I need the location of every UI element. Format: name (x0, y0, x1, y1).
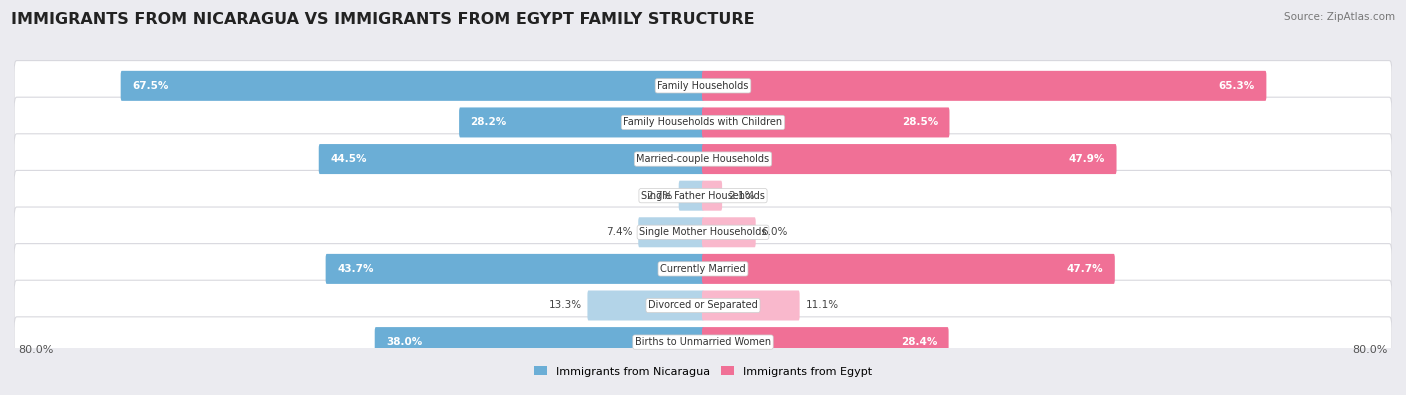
Text: 38.0%: 38.0% (387, 337, 422, 347)
Text: Source: ZipAtlas.com: Source: ZipAtlas.com (1284, 12, 1395, 22)
Legend: Immigrants from Nicaragua, Immigrants from Egypt: Immigrants from Nicaragua, Immigrants fr… (529, 362, 877, 381)
Text: 44.5%: 44.5% (330, 154, 367, 164)
Text: 47.9%: 47.9% (1069, 154, 1105, 164)
FancyBboxPatch shape (702, 217, 755, 247)
FancyBboxPatch shape (14, 170, 1392, 221)
FancyBboxPatch shape (702, 327, 949, 357)
FancyBboxPatch shape (702, 290, 800, 320)
Text: 7.4%: 7.4% (606, 227, 633, 237)
Text: 13.3%: 13.3% (548, 301, 582, 310)
Text: 28.2%: 28.2% (471, 117, 506, 128)
FancyBboxPatch shape (375, 327, 704, 357)
FancyBboxPatch shape (638, 217, 704, 247)
FancyBboxPatch shape (319, 144, 704, 174)
Text: Single Mother Households: Single Mother Households (640, 227, 766, 237)
FancyBboxPatch shape (14, 317, 1392, 367)
FancyBboxPatch shape (460, 107, 704, 137)
FancyBboxPatch shape (702, 181, 723, 211)
FancyBboxPatch shape (702, 254, 1115, 284)
Text: Married-couple Households: Married-couple Households (637, 154, 769, 164)
Text: 28.5%: 28.5% (901, 117, 938, 128)
Text: Births to Unmarried Women: Births to Unmarried Women (636, 337, 770, 347)
Text: 28.4%: 28.4% (901, 337, 938, 347)
FancyBboxPatch shape (14, 60, 1392, 111)
Text: 47.7%: 47.7% (1067, 264, 1104, 274)
Text: 6.0%: 6.0% (762, 227, 787, 237)
Text: Family Households with Children: Family Households with Children (623, 117, 783, 128)
FancyBboxPatch shape (14, 207, 1392, 258)
Text: IMMIGRANTS FROM NICARAGUA VS IMMIGRANTS FROM EGYPT FAMILY STRUCTURE: IMMIGRANTS FROM NICARAGUA VS IMMIGRANTS … (11, 12, 755, 27)
FancyBboxPatch shape (702, 107, 949, 137)
FancyBboxPatch shape (14, 280, 1392, 331)
FancyBboxPatch shape (14, 244, 1392, 294)
Text: 65.3%: 65.3% (1219, 81, 1256, 91)
FancyBboxPatch shape (121, 71, 704, 101)
Text: 11.1%: 11.1% (806, 301, 838, 310)
FancyBboxPatch shape (679, 181, 704, 211)
FancyBboxPatch shape (588, 290, 704, 320)
Text: Single Father Households: Single Father Households (641, 191, 765, 201)
Text: 80.0%: 80.0% (18, 345, 53, 355)
Text: 43.7%: 43.7% (337, 264, 374, 274)
FancyBboxPatch shape (702, 71, 1267, 101)
FancyBboxPatch shape (14, 134, 1392, 184)
Text: 80.0%: 80.0% (1353, 345, 1388, 355)
FancyBboxPatch shape (702, 144, 1116, 174)
Text: 67.5%: 67.5% (132, 81, 169, 91)
Text: 2.7%: 2.7% (647, 191, 673, 201)
Text: Divorced or Separated: Divorced or Separated (648, 301, 758, 310)
FancyBboxPatch shape (14, 97, 1392, 148)
FancyBboxPatch shape (326, 254, 704, 284)
Text: Currently Married: Currently Married (661, 264, 745, 274)
Text: 2.1%: 2.1% (728, 191, 755, 201)
Text: Family Households: Family Households (658, 81, 748, 91)
